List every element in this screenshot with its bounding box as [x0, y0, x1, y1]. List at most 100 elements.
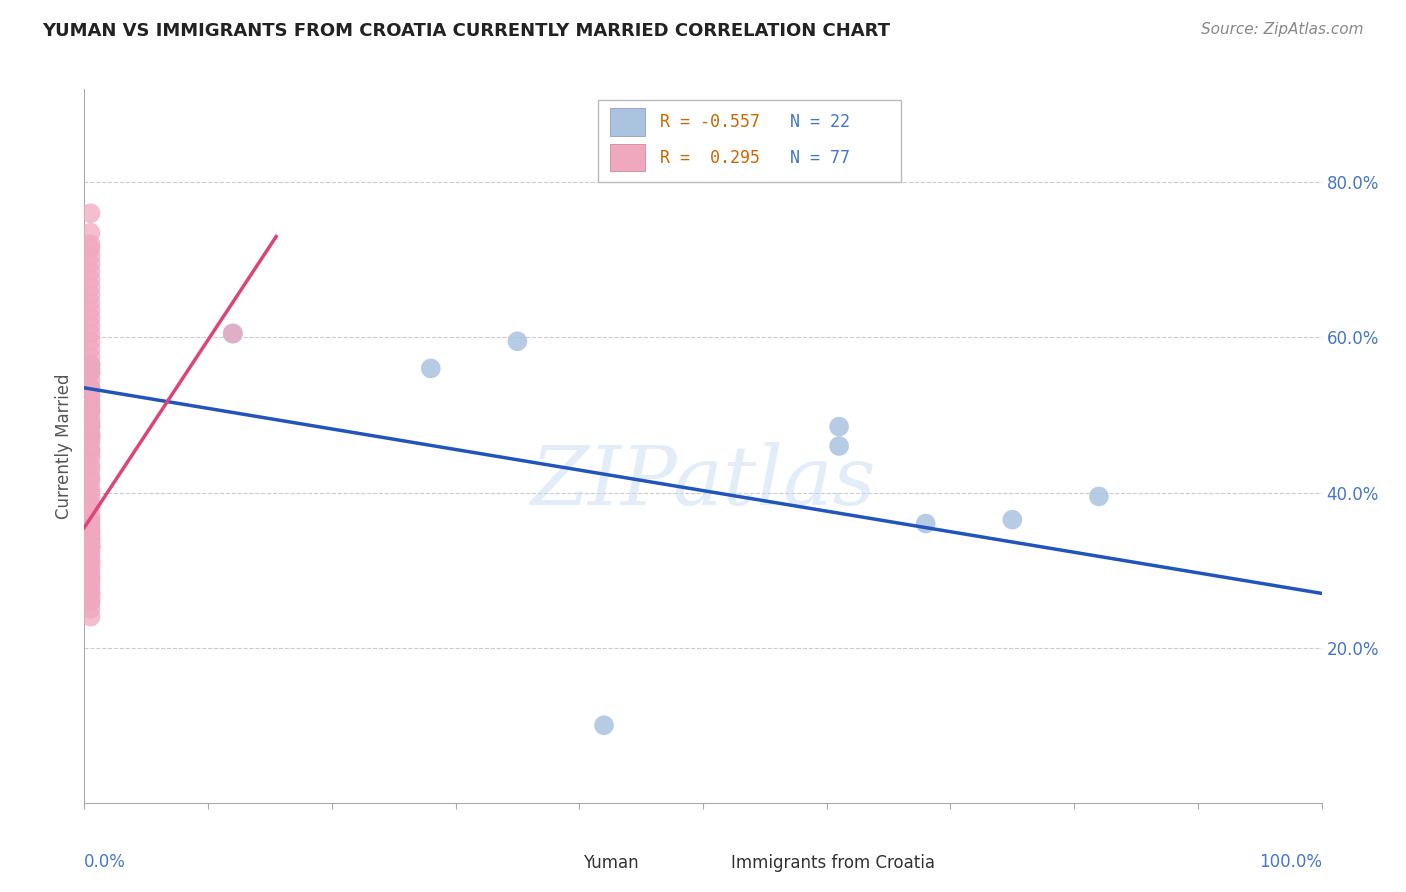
Point — [79, 524, 101, 539]
Point — [1088, 490, 1111, 504]
Point — [79, 566, 101, 581]
Point — [79, 497, 101, 511]
Point — [79, 365, 101, 379]
Text: 100.0%: 100.0% — [1258, 853, 1322, 871]
Point — [222, 326, 245, 341]
Point — [79, 404, 101, 418]
Point — [79, 392, 101, 407]
Point — [79, 427, 101, 442]
Point — [79, 381, 101, 395]
FancyBboxPatch shape — [543, 855, 574, 872]
Point — [79, 358, 101, 372]
Point — [79, 462, 101, 476]
Point — [828, 419, 851, 434]
Point — [79, 264, 101, 278]
Point — [79, 536, 101, 550]
Point — [79, 311, 101, 326]
Point — [79, 540, 101, 554]
Point — [79, 450, 101, 465]
Point — [79, 249, 101, 263]
Point — [79, 358, 101, 372]
Y-axis label: Currently Married: Currently Married — [55, 373, 73, 519]
Point — [79, 388, 101, 402]
Point — [79, 361, 101, 376]
Point — [79, 334, 101, 349]
Point — [593, 718, 616, 732]
Point — [79, 326, 101, 341]
Point — [79, 442, 101, 457]
Point — [79, 582, 101, 597]
Point — [79, 540, 101, 554]
Point — [79, 474, 101, 488]
Point — [79, 555, 101, 569]
Point — [79, 257, 101, 271]
Point — [79, 419, 101, 434]
Point — [79, 419, 101, 434]
Point — [79, 543, 101, 558]
FancyBboxPatch shape — [610, 145, 645, 171]
Point — [79, 563, 101, 577]
Point — [79, 442, 101, 457]
Point — [79, 513, 101, 527]
Point — [79, 602, 101, 616]
Text: ZIPatlas: ZIPatlas — [530, 442, 876, 522]
Point — [79, 237, 101, 252]
Point — [79, 501, 101, 516]
FancyBboxPatch shape — [598, 100, 901, 182]
Point — [79, 272, 101, 286]
Point — [79, 435, 101, 450]
Point — [79, 295, 101, 310]
Point — [79, 384, 101, 399]
Point — [79, 206, 101, 220]
Text: 0.0%: 0.0% — [84, 853, 127, 871]
Point — [506, 334, 529, 349]
Point — [79, 528, 101, 542]
Point — [79, 373, 101, 387]
Point — [79, 241, 101, 255]
Text: R =  0.295: R = 0.295 — [659, 149, 759, 167]
Text: Source: ZipAtlas.com: Source: ZipAtlas.com — [1201, 22, 1364, 37]
Point — [79, 559, 101, 574]
Point — [79, 342, 101, 356]
Point — [79, 427, 101, 442]
Point — [79, 318, 101, 333]
Point — [79, 431, 101, 445]
Point — [828, 439, 851, 453]
FancyBboxPatch shape — [610, 109, 645, 136]
Point — [79, 532, 101, 546]
Point — [79, 350, 101, 364]
Point — [222, 326, 245, 341]
Point — [79, 609, 101, 624]
Point — [79, 485, 101, 500]
Point — [79, 516, 101, 531]
Point — [79, 571, 101, 585]
Point — [79, 532, 101, 546]
Point — [79, 303, 101, 318]
Point — [79, 594, 101, 608]
Point — [79, 287, 101, 301]
Point — [79, 404, 101, 418]
Point — [79, 520, 101, 534]
Point — [79, 548, 101, 562]
Point — [79, 579, 101, 593]
Point — [79, 412, 101, 426]
Point — [79, 447, 101, 461]
Point — [79, 574, 101, 589]
Point — [79, 482, 101, 496]
Point — [79, 586, 101, 600]
FancyBboxPatch shape — [690, 855, 721, 872]
Point — [79, 540, 101, 554]
Point — [79, 508, 101, 523]
Text: Yuman: Yuman — [583, 855, 638, 872]
Point — [79, 470, 101, 484]
Point — [79, 571, 101, 585]
Point — [79, 586, 101, 600]
Text: YUMAN VS IMMIGRANTS FROM CROATIA CURRENTLY MARRIED CORRELATION CHART: YUMAN VS IMMIGRANTS FROM CROATIA CURRENT… — [42, 22, 890, 40]
Text: N = 22: N = 22 — [790, 113, 849, 131]
Point — [79, 490, 101, 504]
Point — [79, 555, 101, 569]
Point — [79, 594, 101, 608]
Point — [79, 365, 101, 379]
Point — [79, 431, 101, 445]
Point — [79, 401, 101, 415]
